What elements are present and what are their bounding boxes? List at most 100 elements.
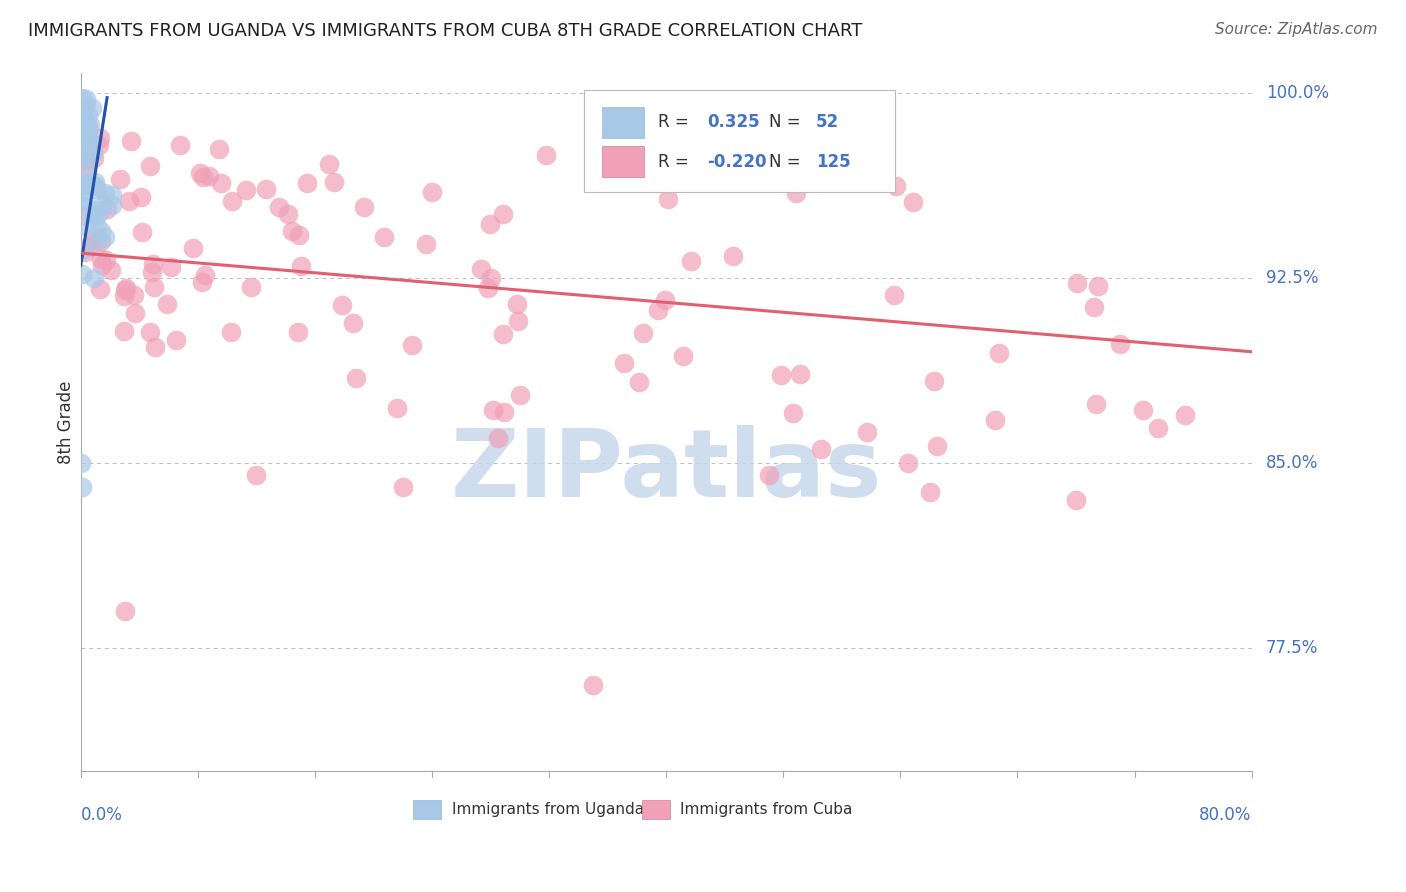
Point <box>160 260 183 274</box>
Point <box>143 340 166 354</box>
Point <box>373 229 395 244</box>
Point <box>86 202 108 217</box>
Text: IMMIGRANTS FROM UGANDA VS IMMIGRANTS FROM CUBA 8TH GRADE CORRELATION CHART: IMMIGRANTS FROM UGANDA VS IMMIGRANTS FRO… <box>28 22 862 40</box>
Point <box>87 233 110 247</box>
Point <box>100 188 122 202</box>
Point <box>342 317 364 331</box>
Point <box>387 401 409 416</box>
Text: 0.0%: 0.0% <box>80 806 122 824</box>
Point <box>1132 403 1154 417</box>
Point <box>287 325 309 339</box>
Point <box>73 132 96 146</box>
Point <box>77 134 100 148</box>
Point <box>165 333 187 347</box>
Point <box>721 249 744 263</box>
Point <box>142 280 165 294</box>
Point <box>129 190 152 204</box>
Point <box>87 138 110 153</box>
Point <box>401 337 423 351</box>
Point <box>72 199 94 213</box>
Point <box>108 172 131 186</box>
Point <box>114 281 136 295</box>
Point <box>73 193 96 207</box>
Point <box>75 160 97 174</box>
Point <box>534 147 557 161</box>
FancyBboxPatch shape <box>585 90 894 192</box>
Point <box>267 200 290 214</box>
Point <box>924 375 946 389</box>
Point <box>76 136 98 151</box>
Point <box>80 140 103 154</box>
Point <box>96 202 118 216</box>
Point <box>478 218 501 232</box>
Point <box>235 183 257 197</box>
Point <box>508 314 530 328</box>
Point <box>75 131 97 145</box>
Point <box>420 186 443 200</box>
Point <box>647 302 669 317</box>
Point <box>240 280 263 294</box>
Point <box>83 175 105 189</box>
Point <box>188 165 211 179</box>
Point <box>1109 336 1132 351</box>
Point <box>1087 279 1109 293</box>
Point <box>1174 408 1197 422</box>
Point <box>613 356 636 370</box>
Point <box>344 371 367 385</box>
Point <box>883 288 905 302</box>
Point <box>120 134 142 148</box>
Point <box>72 147 94 161</box>
Point <box>80 178 103 192</box>
Point <box>505 297 527 311</box>
Point <box>856 425 879 440</box>
Point <box>83 151 105 165</box>
Point <box>139 159 162 173</box>
Text: Immigrants from Uganda: Immigrants from Uganda <box>451 802 644 817</box>
Point <box>281 224 304 238</box>
Point <box>112 289 135 303</box>
Point <box>657 192 679 206</box>
Point <box>277 207 299 221</box>
Text: N =: N = <box>769 113 801 131</box>
Point <box>323 175 346 189</box>
Point <box>83 209 105 223</box>
Point <box>470 261 492 276</box>
Point <box>83 178 105 193</box>
Point <box>415 237 437 252</box>
Point <box>219 325 242 339</box>
Point <box>918 485 941 500</box>
Point <box>94 253 117 268</box>
Text: R =: R = <box>658 113 689 131</box>
Text: Source: ZipAtlas.com: Source: ZipAtlas.com <box>1215 22 1378 37</box>
Point <box>181 241 204 255</box>
Point <box>142 258 165 272</box>
Text: 80.0%: 80.0% <box>1199 806 1251 824</box>
Point <box>83 271 105 285</box>
Point <box>77 109 100 123</box>
Point <box>209 177 232 191</box>
Point <box>138 325 160 339</box>
Point <box>987 346 1010 360</box>
Text: 0.325: 0.325 <box>707 113 759 131</box>
Point <box>72 208 94 222</box>
Point <box>82 145 104 160</box>
Point <box>117 194 139 208</box>
Point <box>492 207 515 221</box>
Point <box>318 157 340 171</box>
FancyBboxPatch shape <box>602 146 644 178</box>
Point <box>1085 397 1108 411</box>
Point <box>492 327 515 342</box>
Point <box>582 678 605 692</box>
Point <box>70 103 93 117</box>
Point <box>122 287 145 301</box>
Point <box>70 178 93 193</box>
Text: N =: N = <box>769 153 801 170</box>
Point <box>75 148 97 162</box>
Text: R =: R = <box>658 153 689 170</box>
Point <box>353 200 375 214</box>
Point <box>90 224 112 238</box>
Point <box>1066 276 1088 290</box>
Point <box>509 388 531 402</box>
Point <box>927 438 949 452</box>
Point <box>89 131 111 145</box>
